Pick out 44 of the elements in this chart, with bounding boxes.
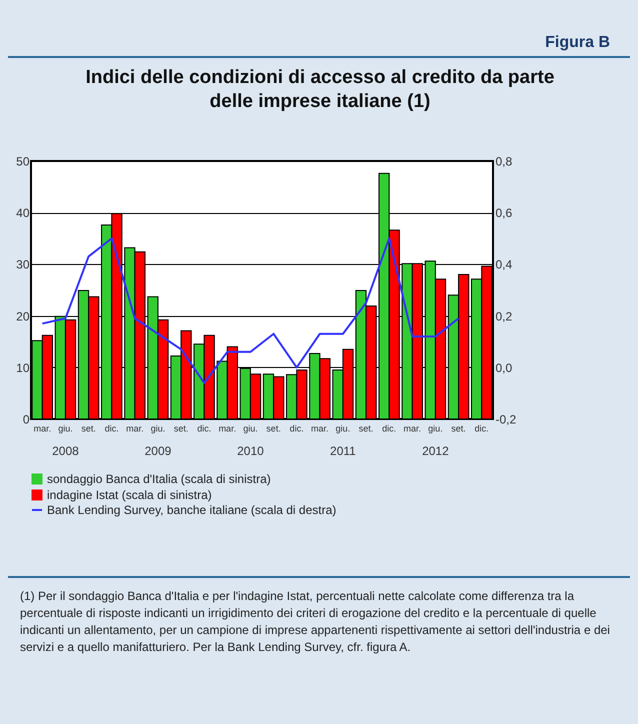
x-tick-label: dic. <box>290 424 304 434</box>
y-tick-label: 0 <box>22 412 30 426</box>
text: 2008 <box>52 444 80 458</box>
legend-label: sondaggio Banca d'Italia (scala di sinistra) <box>47 472 271 486</box>
y2-tick-label: 0,8 <box>496 154 513 168</box>
x-tick-label: set. <box>174 424 188 434</box>
text: 2009 <box>144 444 172 458</box>
y2-tick-label: 0,4 <box>496 258 513 272</box>
x-tick-label: mar. <box>311 424 329 434</box>
y2-tick-label: -0,2 <box>496 412 517 426</box>
y2-tick-label: 0,0 <box>496 360 513 375</box>
text: 2012 <box>422 444 450 458</box>
x-tick-label: dic. <box>382 424 396 434</box>
x-tick-label: mar. <box>218 424 236 434</box>
text: 2010 <box>237 444 264 458</box>
x-tick-label: giu. <box>150 424 166 434</box>
chart-title: Indici delle condizioni di accesso al credito da parte delle imprese italiane (1) <box>84 66 556 114</box>
y-tick-label: 40 <box>16 206 30 220</box>
x-tick-label: giu. <box>336 424 350 434</box>
legend-label: indagine Istat (scala di sinistra) <box>47 488 212 502</box>
y-tick-label: 30 <box>16 258 30 272</box>
y2-tick-label: 0,2 <box>496 309 513 324</box>
x-tick-label: dic. <box>474 424 489 434</box>
x-tick-label: dic. <box>197 424 212 434</box>
legend-label: Bank Lending Survey, banche italiane (scala di destra) <box>47 503 336 517</box>
x-tick-label: mar. <box>34 424 52 434</box>
x-tick-label: giu. <box>243 424 258 434</box>
x-tick-label: set. <box>81 424 96 434</box>
x-tick-label: mar. <box>404 424 422 434</box>
y2-tick-label: 0,6 <box>496 206 513 220</box>
x-tick-label: set. <box>451 424 466 434</box>
text: Figura B <box>545 34 610 52</box>
text: (1) Per il sondaggio Banca d'Italia e per l'indagine Istat, percentuali nette calcolate come differenza tra la percentuale di risposte indicanti un irrigidimento dei criteri di erogazione del credito e la percentuale di quelle indicanti un allentamento, per un campione di imprese appartenenti rispettivamente ai settori dell'industria e dei servizi e a quello manifatturiero. Per la Bank Lending Survey, cfr. figura A. <box>20 588 611 656</box>
x-tick-label: dic. <box>104 424 119 434</box>
x-tick-label: set. <box>266 424 281 434</box>
x-tick-label: mar. <box>126 424 144 434</box>
x-tick-label: giu. <box>58 424 73 434</box>
x-tick-label: giu. <box>428 424 443 434</box>
y-tick-label: 50 <box>16 154 30 168</box>
y-tick-label: 20 <box>16 309 30 324</box>
text: 2011 <box>330 444 356 458</box>
y-tick-label: 10 <box>16 360 30 375</box>
x-tick-label: set. <box>358 424 374 434</box>
line-series <box>41 237 460 384</box>
